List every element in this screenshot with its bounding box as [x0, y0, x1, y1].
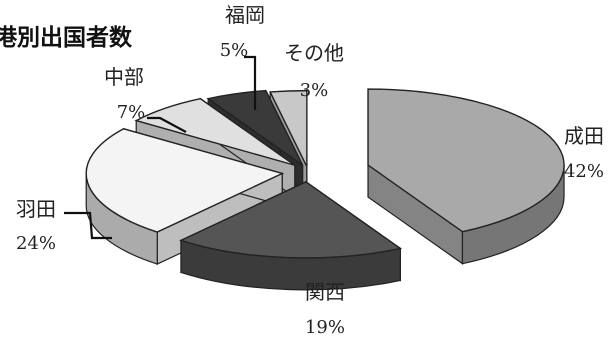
slice-4-top: [206, 89, 304, 166]
leader-line-羽田: [64, 211, 112, 240]
pie-slice-関西: [179, 180, 403, 291]
slice-label-name: 成田: [564, 124, 604, 148]
slice-2-top: [85, 128, 285, 233]
slice-label-value: 5%: [220, 40, 249, 61]
slice-label-value: 42%: [564, 161, 604, 182]
chart-title: 港別出国者数: [0, 25, 132, 51]
slice-label-name: 関西: [305, 280, 345, 304]
slice-label-value: 7%: [117, 102, 146, 123]
leader-line-中部: [147, 116, 187, 133]
slice-label-name: 中部: [104, 65, 144, 89]
slice-1-top: [179, 181, 403, 259]
slice-5-top: [269, 89, 308, 167]
slice-3-top: [134, 97, 296, 166]
pie-slice-成田: [367, 88, 565, 265]
slice-label-name: 福岡: [225, 3, 265, 27]
slice-label-name: その他: [284, 41, 344, 65]
slice-label-value: 19%: [305, 317, 345, 338]
slice-label-value: 24%: [16, 233, 56, 254]
leader-line-福岡: [244, 55, 257, 110]
slice-label-value: 3%: [300, 80, 329, 101]
slice-label-name: 羽田: [16, 197, 56, 221]
slice-0-top: [367, 88, 565, 233]
